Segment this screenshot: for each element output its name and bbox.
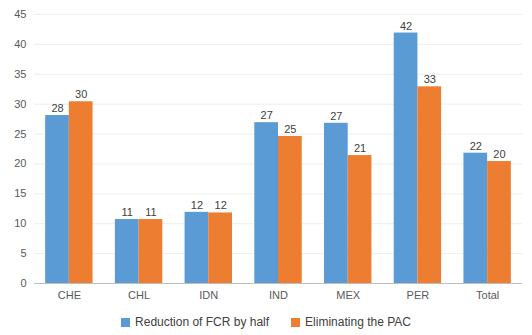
svg-text:12: 12 (191, 199, 203, 211)
svg-text:33: 33 (424, 73, 436, 85)
svg-text:IDN: IDN (199, 289, 218, 301)
svg-text:CHL: CHL (128, 289, 150, 301)
svg-text:27: 27 (330, 110, 342, 122)
svg-text:5: 5 (20, 247, 26, 259)
svg-text:Total: Total (476, 289, 499, 301)
html-text:Eliminating the PAC: Eliminating the PAC (305, 315, 411, 329)
svg-text:27: 27 (261, 109, 273, 121)
svg-text:20: 20 (493, 148, 505, 160)
svg-text:30: 30 (14, 98, 26, 110)
svg-text:45: 45 (14, 8, 26, 20)
html-text:Reduction of FCR by half: Reduction of FCR by half (135, 315, 270, 329)
svg-text:21: 21 (354, 142, 366, 154)
svg-text:25: 25 (284, 123, 296, 135)
svg-text:25: 25 (14, 128, 26, 140)
svg-text:20: 20 (14, 157, 26, 169)
svg-text:PER: PER (407, 289, 430, 301)
svg-text:30: 30 (75, 88, 87, 100)
svg-text:15: 15 (14, 187, 26, 199)
svg-text:0: 0 (20, 277, 26, 289)
svg-text:12: 12 (215, 199, 227, 211)
svg-text:11: 11 (145, 206, 156, 218)
svg-text:35: 35 (14, 68, 26, 80)
svg-text:CHE: CHE (58, 289, 81, 301)
svg-text:28: 28 (51, 102, 63, 114)
svg-text:40: 40 (14, 38, 26, 50)
svg-text:IND: IND (269, 289, 288, 301)
svg-text:22: 22 (470, 140, 482, 152)
svg-text:MEX: MEX (336, 289, 361, 301)
svg-text:10: 10 (14, 217, 26, 229)
svg-text:42: 42 (400, 20, 412, 32)
svg-text:11: 11 (122, 206, 133, 218)
